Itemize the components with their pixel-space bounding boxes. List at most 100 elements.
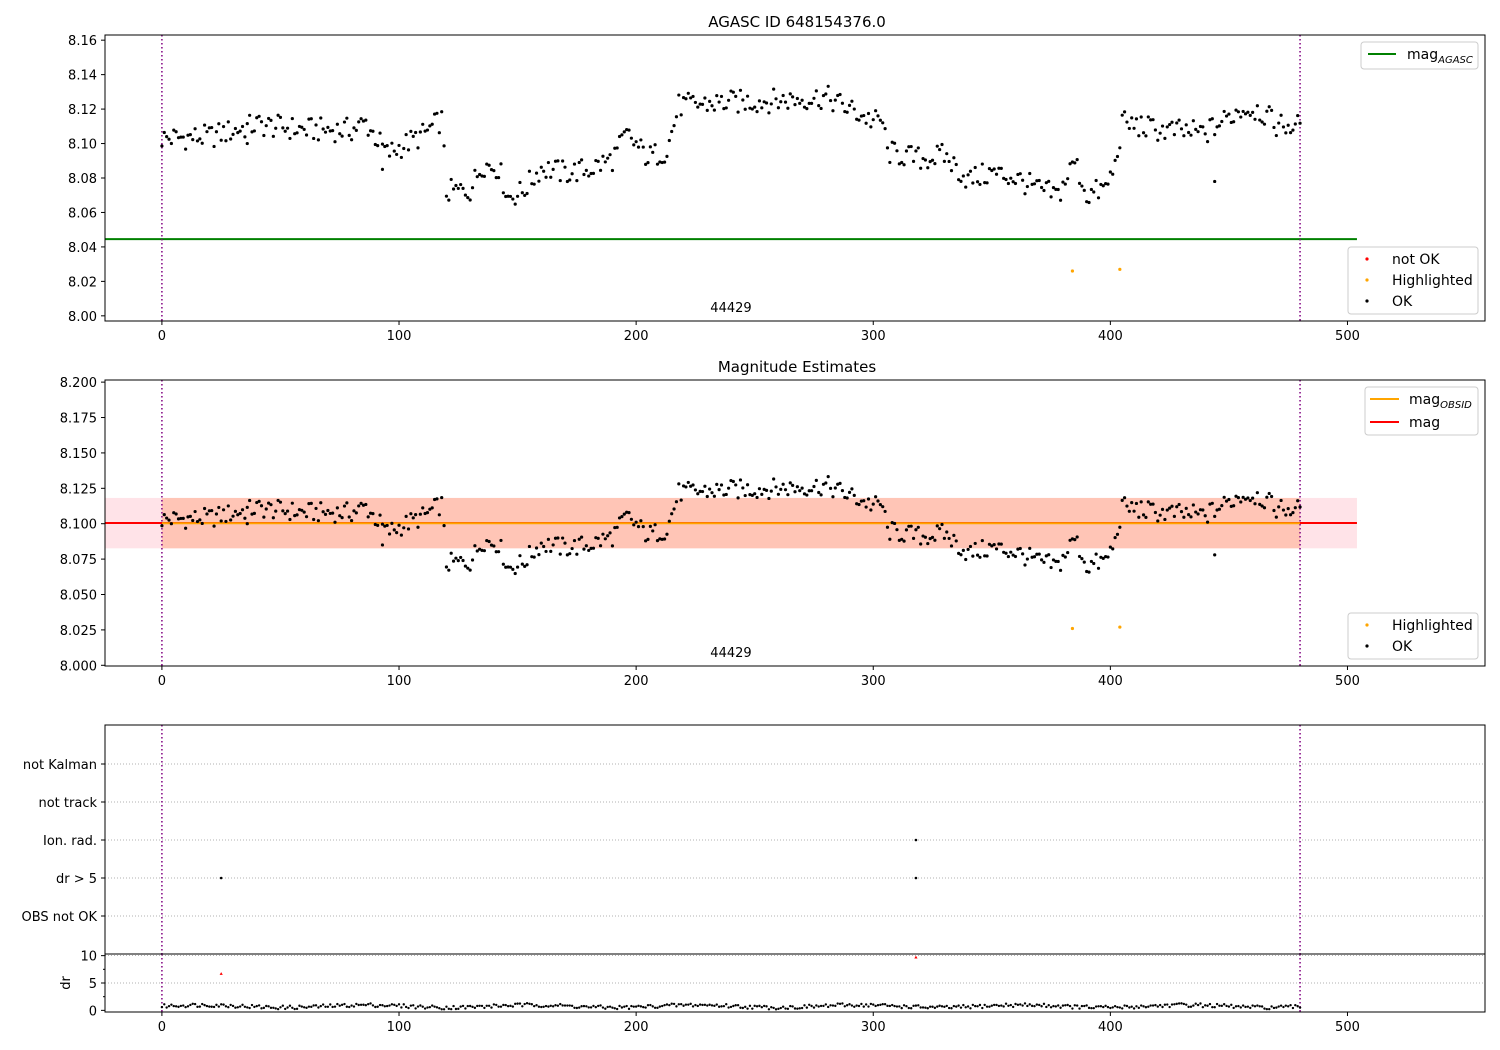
ok-point [323,130,328,134]
ok-point [753,492,757,496]
ok-point [817,103,821,108]
ok-point [1251,496,1255,500]
ok-point [1141,513,1146,517]
dr-point [1149,1004,1152,1007]
dr-point [618,1004,621,1008]
ok-point [428,124,432,128]
ok-point [224,519,228,524]
ok-point [1196,130,1200,134]
dr-point [917,1004,920,1007]
dr-point [668,1003,671,1007]
ok-point [1094,178,1098,183]
dr-point [578,1006,581,1009]
y-tick-label: 0 [89,1004,97,1019]
ok-point [515,194,520,198]
ok-point [165,516,169,520]
dr-point [582,1004,586,1008]
ok-point [200,141,204,145]
ok-point [205,130,209,134]
dr-point [1004,1002,1008,1005]
dr-point [883,1002,887,1006]
ok-point [565,179,569,184]
ok-point [217,505,221,510]
dr-point [845,1004,849,1007]
dr-point [694,1003,697,1007]
ok-point [307,502,311,506]
ok-point [589,546,593,550]
dr-point [739,1006,742,1009]
ok-point [670,512,674,516]
x-tick-label: 500 [1335,1020,1360,1035]
dr-point [810,1004,813,1008]
ok-point [1106,555,1110,559]
ok-point [1258,502,1262,507]
ok-point [755,495,759,500]
dr-point [758,1004,761,1008]
dr-point [720,1005,723,1008]
dr-point [1187,1005,1190,1009]
dr-point [397,1003,401,1006]
dr-point [1023,1002,1027,1005]
ok-point [1068,162,1072,166]
ok-point [994,547,999,551]
ok-point [1130,501,1134,505]
ok-point [184,147,188,151]
ok-point [274,126,278,130]
ok-point [696,105,700,109]
ok-point [1277,121,1281,125]
ok-point [504,194,508,199]
ok-point [895,528,899,532]
dr-point [703,1003,707,1007]
ok-point [1011,180,1015,184]
ok-point [508,194,513,199]
ok-point [366,515,370,519]
ok-point [425,128,430,132]
ok-point [617,134,622,139]
dr-point [1021,1004,1024,1007]
ok-point [409,512,413,516]
ok-point [980,538,984,543]
ok-point [468,568,472,572]
ok-point [1232,120,1236,124]
dr-point [997,1004,1001,1008]
dr-point [701,1003,704,1007]
ok-point [783,488,788,492]
ok-point [719,94,724,99]
ok-point [798,489,802,493]
dr-point [521,1005,524,1008]
ok-point [878,502,882,507]
ok-point [1255,491,1259,495]
ok-point [1023,192,1027,196]
ok-point [470,558,475,562]
dr-point [1064,1004,1067,1007]
dr-point [824,1003,828,1006]
dr-point [879,1003,882,1007]
ok-point [779,100,783,104]
ok-point [193,509,197,514]
dr-point [395,1004,398,1008]
ok-point [1108,545,1112,549]
ok-point [653,143,657,147]
ok-point [385,144,389,148]
ok-point [577,160,581,165]
ok-point [245,505,249,509]
dr-point [1147,1005,1150,1008]
dr-point [962,1003,965,1007]
ok-point [750,107,754,111]
ok-point [1203,514,1207,518]
ok-point [430,506,434,510]
ok-point [674,115,679,119]
ok-point [651,529,655,533]
dr-point [340,1003,344,1007]
ok-point [549,175,553,179]
dr-point [189,1003,192,1007]
ok-point [753,105,757,109]
ok-point [392,528,396,532]
dr-point [336,1002,339,1006]
ok-point [743,493,747,498]
dr-point [440,1008,443,1011]
dr-point [366,1002,370,1006]
dr-point [1251,1004,1254,1007]
ok-point [1092,561,1096,566]
ok-point [930,535,935,540]
